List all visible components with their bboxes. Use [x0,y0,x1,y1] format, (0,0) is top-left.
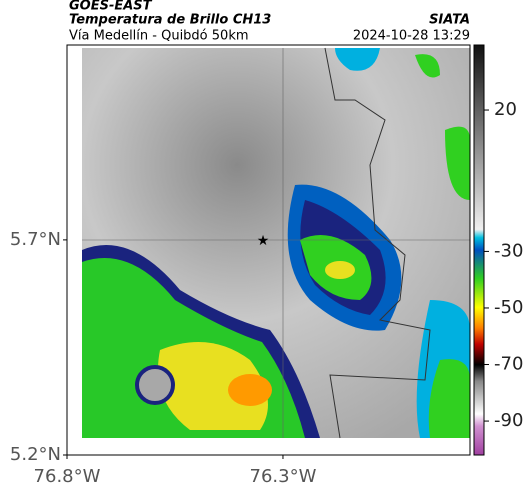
map-frame [66,44,471,456]
subtitle: Temperatura de Brillo CH13 [69,13,271,28]
title: GOES-EAST [69,0,153,14]
svg-text:★: ★ [257,233,270,249]
colorbar-tick-label: 20 [494,99,517,120]
source: SIATA [429,13,470,28]
y-tick-label: 5.2°N [10,444,61,465]
region: Vía Medellín - Quibdó 50km [69,29,249,44]
y-tick-label: 5.7°N [10,229,61,250]
colorbar-tick-label: -30 [494,240,523,261]
datetime: 2024-10-28 13:29 [353,29,470,44]
x-tick-label: 76.8°W [34,466,101,487]
colorbar-tick-label: -70 [494,354,523,375]
x-tick-label: 76.3°W [250,466,317,487]
colorbar-tick-label: -50 [494,297,523,318]
colorbar-tick-label: -90 [494,410,523,431]
colorbar [473,44,485,456]
imagery: ★ [82,47,470,439]
